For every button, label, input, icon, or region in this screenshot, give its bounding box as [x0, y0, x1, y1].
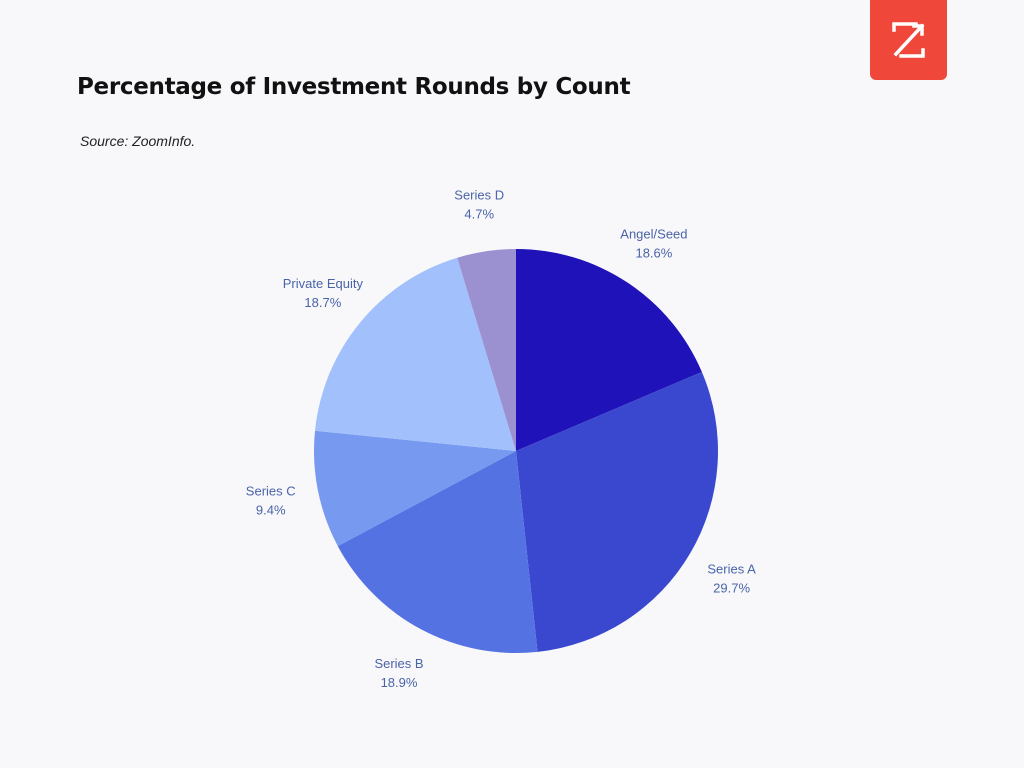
slice-value-label: 29.7%	[713, 581, 750, 596]
zoominfo-logo	[870, 0, 947, 80]
pie-slice-series-b	[337, 451, 538, 653]
slice-value-label: 4.7%	[464, 207, 494, 222]
logo-z-icon	[892, 22, 925, 58]
slice-name-label: Series A	[707, 562, 756, 577]
slice-name-label: Angel/Seed	[620, 226, 687, 241]
slice-value-label: 18.7%	[304, 295, 341, 310]
slice-value-label: 9.4%	[256, 502, 286, 517]
chart-title: Percentage of Investment Rounds by Count	[77, 74, 631, 100]
slice-name-label: Private Equity	[283, 276, 364, 291]
pie-slice-private-equity	[315, 257, 516, 451]
slice-name-label: Series C	[246, 483, 296, 498]
pie-slice-series-d	[457, 249, 516, 451]
slice-name-label: Series B	[374, 656, 423, 671]
slice-name-label: Series D	[454, 188, 504, 203]
pie-slice-series-a	[516, 371, 718, 652]
slice-value-label: 18.9%	[381, 675, 418, 690]
pie-slice-angel-seed	[516, 249, 702, 451]
chart-source: Source: ZoomInfo.	[80, 133, 196, 149]
pie-slice-series-c	[313, 430, 516, 547]
slice-value-label: 18.6%	[635, 245, 672, 260]
